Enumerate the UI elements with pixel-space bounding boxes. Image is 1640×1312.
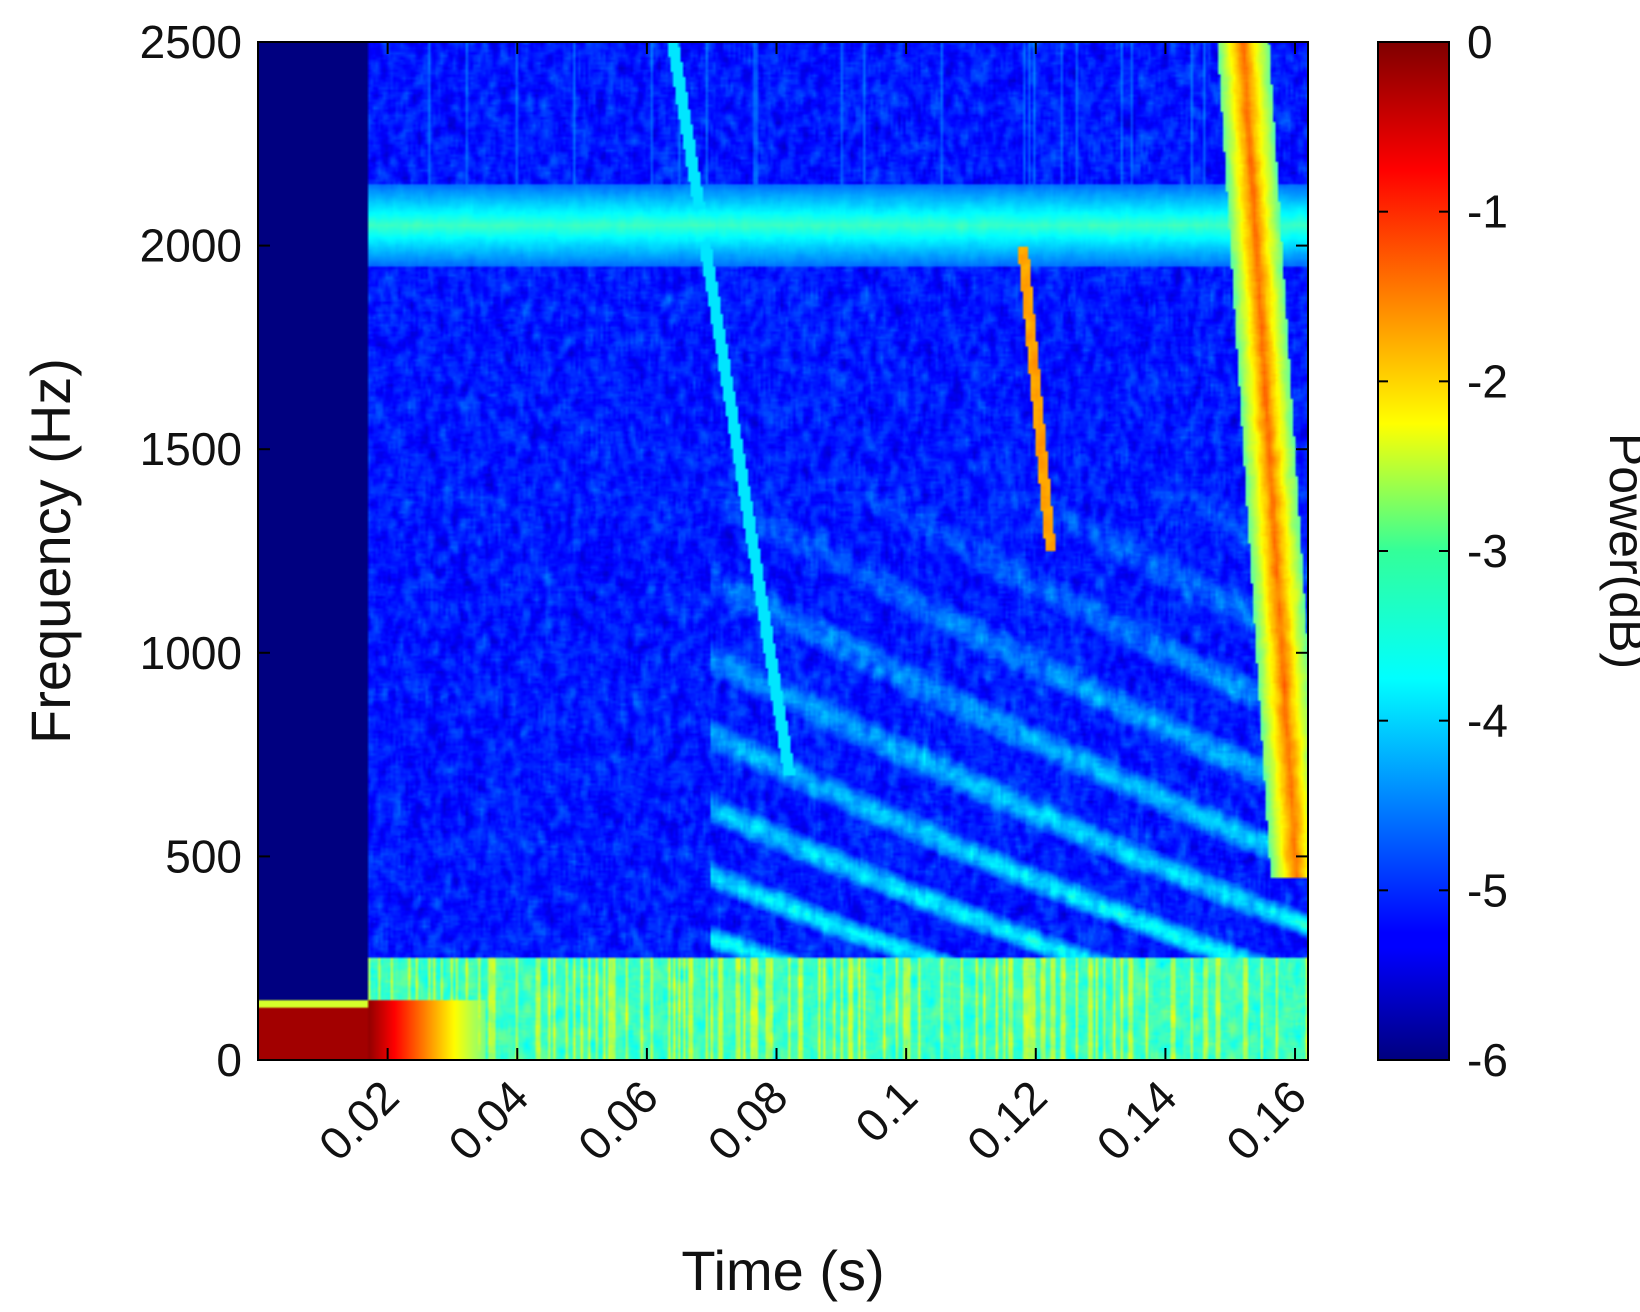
x-tick-label: 0.16 (1216, 1070, 1316, 1170)
x-tick-label: 0.04 (438, 1070, 538, 1170)
colorbar-tick-label: -6 (1467, 1034, 1508, 1086)
colorbar-tick-label: -3 (1467, 525, 1508, 577)
y-tick-label: 2500 (140, 16, 242, 68)
colorbar: 0 -1 -2 -3 -4 -5 -6 Power(dB) (1377, 16, 1640, 1086)
y-tick-label: 1500 (140, 423, 242, 475)
spectrogram-heatmap (258, 42, 1308, 1060)
colorbar-tick-label: -5 (1467, 864, 1508, 916)
y-axis-ticks: 0 500 1000 1500 2000 2500 (140, 16, 1308, 1086)
x-tick-label: 0.06 (568, 1070, 668, 1170)
x-tick-label: 0.14 (1086, 1070, 1186, 1170)
colorbar-tick-label: -4 (1467, 695, 1508, 747)
x-tick-label: 0.08 (698, 1070, 798, 1170)
y-tick-label: 0 (216, 1034, 242, 1086)
x-tick-label: 0.02 (309, 1070, 409, 1170)
y-tick-label: 2000 (140, 220, 242, 272)
y-axis-title: Frequency (Hz) (19, 358, 82, 744)
colorbar-tick-label: -1 (1467, 186, 1508, 238)
colorbar-ticks: 0 -1 -2 -3 -4 -5 -6 (1378, 16, 1508, 1086)
colorbar-title: Power(dB) (1599, 433, 1640, 669)
x-tick-label: 0.1 (845, 1070, 927, 1152)
x-axis-title: Time (s) (681, 1239, 884, 1302)
plot-frame (257, 41, 1309, 1061)
y-tick-label: 1000 (140, 627, 242, 679)
colorbar-tick-label: -2 (1467, 355, 1508, 407)
colorbar-tick-label: 0 (1467, 16, 1493, 68)
colorbar-gradient (1377, 41, 1450, 1061)
x-tick-label: 0.12 (957, 1070, 1057, 1170)
y-tick-label: 500 (165, 830, 242, 882)
plot-area (257, 41, 1309, 1061)
